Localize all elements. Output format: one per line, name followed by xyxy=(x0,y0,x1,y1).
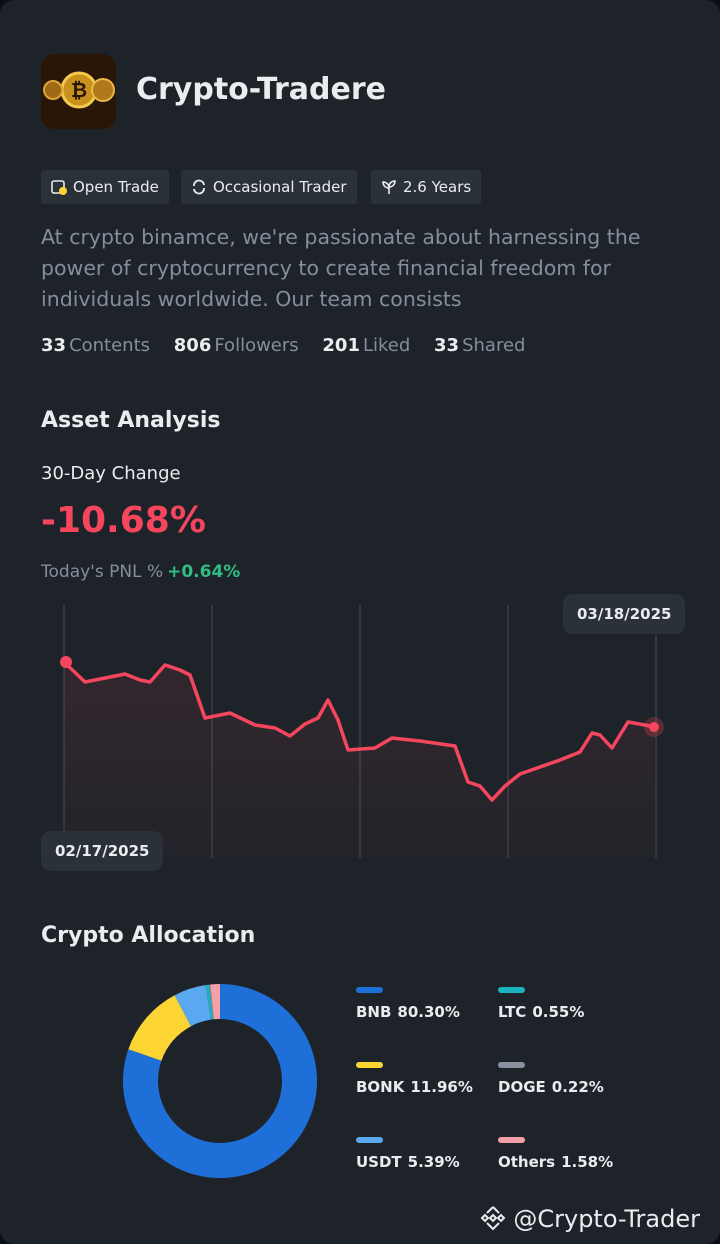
stat: 201 Liked xyxy=(322,335,410,356)
badge-text: Occasional Trader xyxy=(213,178,347,196)
legend-value: 80.30% xyxy=(397,1003,460,1021)
avatar: ₿ xyxy=(41,54,116,129)
legend-value: 11.96% xyxy=(410,1078,473,1096)
legend-item: BNB 80.30% xyxy=(356,987,460,1021)
badge: Open Trade xyxy=(41,170,169,204)
donut-segment xyxy=(128,995,192,1061)
legend-name: BONK xyxy=(356,1078,405,1096)
allocation-donut xyxy=(123,984,317,1178)
profile-name: Crypto-Tradere xyxy=(136,72,387,107)
legend-name: Others xyxy=(498,1153,556,1171)
pnl-value: +0.64% xyxy=(167,562,241,582)
stat-label: Followers xyxy=(214,335,299,356)
stat-label: Shared xyxy=(462,335,526,356)
legend-name: BNB xyxy=(356,1003,392,1021)
badge: 2.6 Years xyxy=(371,170,482,204)
legend-value: 0.55% xyxy=(532,1003,585,1021)
stat-value: 33 xyxy=(434,335,460,356)
description: At crypto binamce, we're passionate abou… xyxy=(41,225,641,311)
legend-item: Others 1.58% xyxy=(498,1137,613,1171)
donut-segment xyxy=(174,985,211,1027)
legend-value: 5.39% xyxy=(407,1153,460,1171)
legend-swatch xyxy=(498,1062,525,1068)
stat-value: 201 xyxy=(322,335,360,356)
stats: 33 Contents 806 Followers 201 Liked 33 Share… xyxy=(41,335,543,356)
legend-swatch xyxy=(356,1062,383,1068)
legend-value: 1.58% xyxy=(561,1153,614,1171)
legend-name: USDT xyxy=(356,1153,402,1171)
stat-value: 33 xyxy=(41,335,67,356)
legend-value: 0.22% xyxy=(551,1078,604,1096)
legend-item: DOGE 0.22% xyxy=(498,1062,604,1096)
end-date: 03/18/2025 xyxy=(563,594,686,634)
pnl-label: Today's PNL % xyxy=(41,562,164,582)
section-title: Crypto Allocation xyxy=(41,923,256,948)
binance-logo xyxy=(480,1206,506,1231)
badge-text: 2.6 Years xyxy=(403,178,472,196)
stat: 33 Contents xyxy=(41,335,150,356)
badge-text: Open Trade xyxy=(73,178,159,196)
pnl: Today's PNL % +0.64% xyxy=(41,562,240,582)
pnl-chart xyxy=(60,605,664,858)
legend-item: BONK 11.96% xyxy=(356,1062,473,1096)
stat: 33 Shared xyxy=(434,335,525,356)
stat-value: 806 xyxy=(173,335,212,356)
legend-swatch xyxy=(498,987,525,993)
donut-segment xyxy=(209,984,214,1020)
legend-swatch xyxy=(498,1137,525,1143)
svg-text:₿: ₿ xyxy=(71,78,87,102)
donut-segment xyxy=(210,984,220,1020)
legend-item: LTC 0.55% xyxy=(498,987,584,1021)
legend-item: USDT 5.39% xyxy=(356,1137,460,1171)
footer: @Crypto-Trader xyxy=(480,1205,700,1233)
legend-name: DOGE xyxy=(498,1078,546,1096)
change-value: -10.68% xyxy=(41,500,206,541)
legend-swatch xyxy=(356,987,383,993)
donut-segment xyxy=(123,984,317,1178)
badge: Occasional Trader xyxy=(181,170,357,204)
start-date: 02/17/2025 xyxy=(41,831,164,871)
donut-segment xyxy=(205,984,214,1020)
stat-label: Liked xyxy=(362,335,411,356)
legend-name: LTC xyxy=(498,1003,527,1021)
change-label: 30-Day Change xyxy=(41,463,181,484)
footer-handle: @Crypto-Trader xyxy=(513,1205,700,1233)
section-title: Asset Analysis xyxy=(41,408,221,433)
legend-swatch xyxy=(356,1137,383,1143)
stat-label: Contents xyxy=(69,335,151,356)
stat: 806 Followers xyxy=(174,335,299,356)
